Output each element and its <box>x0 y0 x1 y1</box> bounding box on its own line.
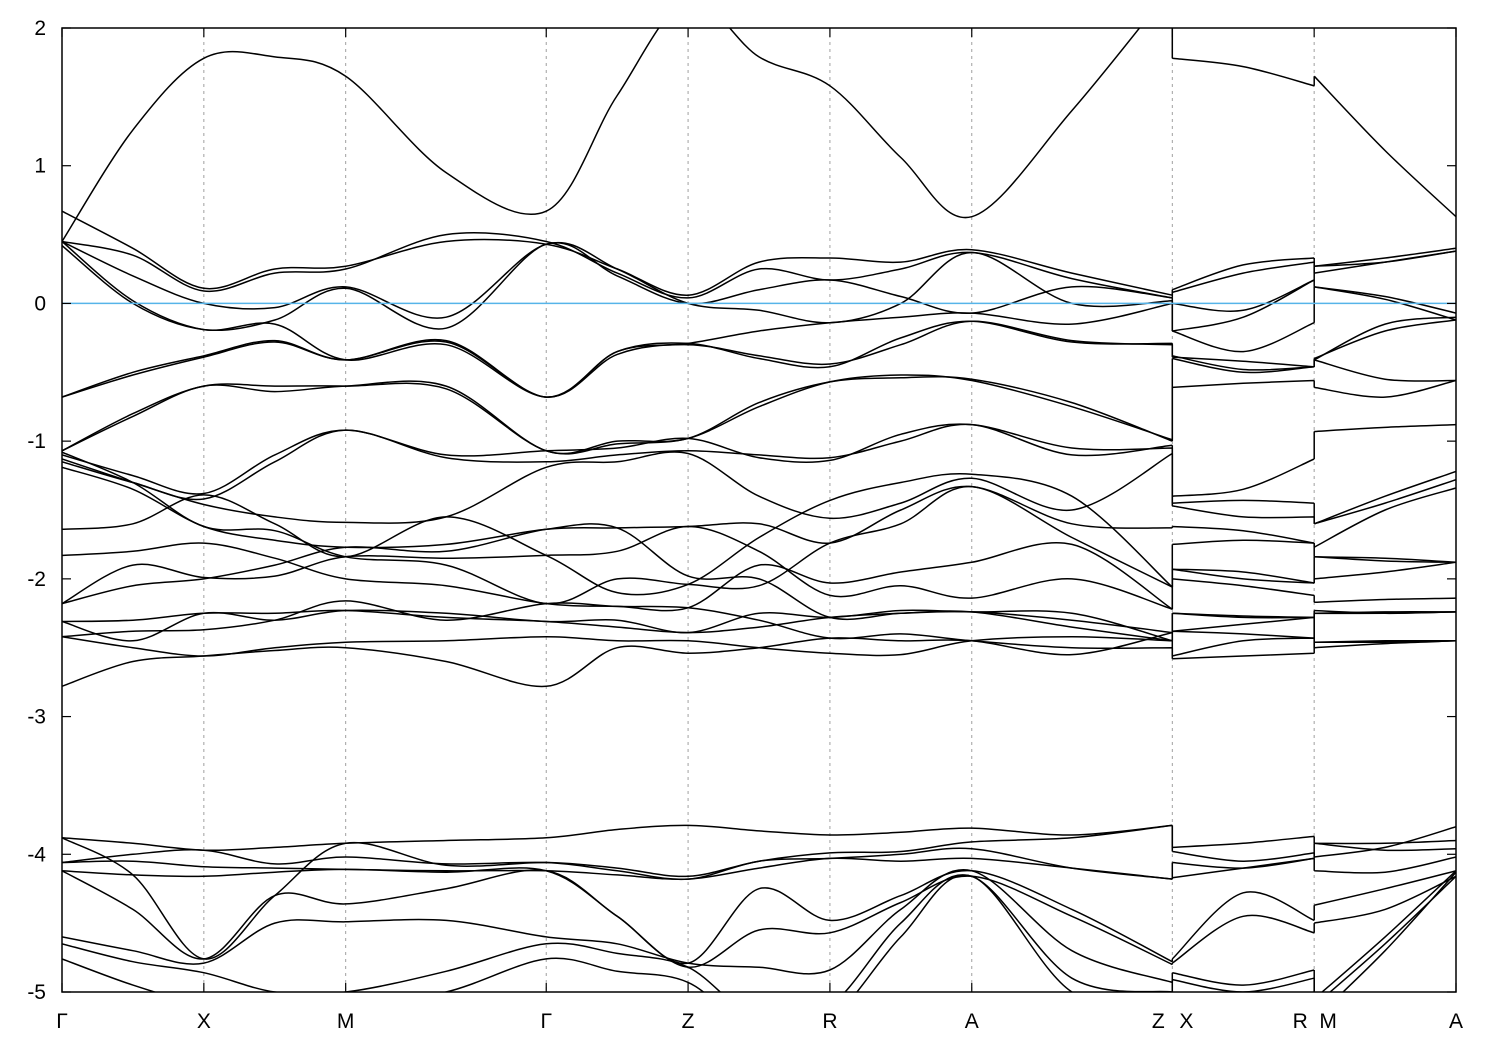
x-tick-label: M <box>337 1010 355 1033</box>
y-tick-label: 0 <box>34 292 46 315</box>
band-line-29 <box>62 867 1456 968</box>
band-line-10 <box>62 423 1456 501</box>
x-tick-label: A <box>965 1010 979 1033</box>
x-tick-label: X <box>1179 1010 1193 1033</box>
band-line-20 <box>62 635 1456 660</box>
band-line-21 <box>62 611 1456 688</box>
x-tick-label: Z <box>1152 1010 1165 1033</box>
band-line-18 <box>62 609 1456 643</box>
y-tick-label: -1 <box>27 430 46 453</box>
plot-frame <box>61 27 1457 993</box>
x-tick-label: M <box>1319 1010 1337 1033</box>
band-line-11 <box>62 423 1456 525</box>
band-line-8 <box>62 374 1456 455</box>
band-line-14 <box>62 472 1456 596</box>
y-tick-label: -4 <box>27 843 46 866</box>
band-line-22 <box>62 609 1456 642</box>
band-line-1 <box>62 210 1456 296</box>
y-tick-label: -3 <box>27 706 46 729</box>
y-tick-label: 1 <box>34 155 46 178</box>
band-line-25 <box>62 824 1456 960</box>
y-tick-label: -5 <box>27 981 46 1004</box>
x-tick-label: Γ <box>56 1010 68 1033</box>
band-line-7 <box>62 319 1456 398</box>
band-line-13 <box>62 466 1456 549</box>
band-line-32 <box>62 871 1456 992</box>
x-tick-label: Γ <box>540 1010 552 1033</box>
band-line-16 <box>62 525 1456 610</box>
band-line-0 <box>62 28 1456 242</box>
y-tick-label: -2 <box>27 568 46 591</box>
x-tick-label: X <box>197 1010 211 1033</box>
band-line-2 <box>62 232 1456 299</box>
bands <box>62 28 1456 992</box>
band-line-27 <box>62 856 1456 881</box>
x-tick-label: R <box>1293 1010 1308 1033</box>
y-axis: 2 1 0 -1 -2 -3 -4 -5 <box>27 17 1456 1004</box>
band-line-3 <box>62 240 1456 324</box>
band-line-12 <box>62 451 1456 525</box>
x-tick-label: A <box>1449 1010 1463 1033</box>
y-tick-label: 2 <box>34 17 46 40</box>
band-line-4 <box>62 241 1456 353</box>
band-line-30 <box>62 869 1456 992</box>
band-line-28 <box>62 869 1456 965</box>
x-tick-label: Z <box>682 1010 695 1033</box>
band-line-24 <box>62 824 1456 852</box>
band-line-9 <box>62 357 1456 455</box>
band-line-6 <box>62 250 1456 398</box>
band-line-23 <box>62 451 1456 605</box>
grid-lines <box>203 28 1315 992</box>
x-tick-label: R <box>822 1010 837 1033</box>
